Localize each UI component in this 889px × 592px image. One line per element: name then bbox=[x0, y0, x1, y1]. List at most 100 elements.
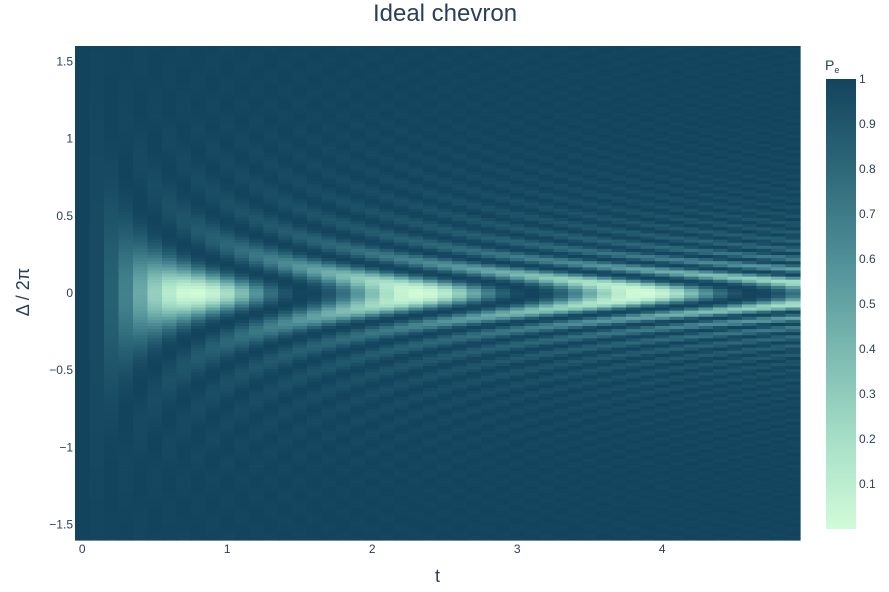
heatmap-cell bbox=[321, 303, 337, 308]
heatmap-cell bbox=[292, 285, 308, 289]
heatmap-cell bbox=[249, 492, 265, 496]
heatmap-cell bbox=[423, 205, 439, 209]
heatmap-cell bbox=[466, 53, 482, 58]
heatmap-cell bbox=[394, 464, 410, 469]
heatmap-cell bbox=[321, 424, 337, 428]
heatmap-cell bbox=[379, 424, 395, 428]
heatmap-cell bbox=[336, 519, 352, 524]
heatmap-cell bbox=[292, 167, 308, 172]
heatmap-cell bbox=[220, 161, 236, 166]
heatmap-cell bbox=[234, 408, 250, 413]
heatmap-cell bbox=[75, 118, 91, 123]
heatmap-cell bbox=[89, 479, 105, 484]
heatmap-cell bbox=[191, 214, 207, 218]
heatmap-cell bbox=[220, 303, 236, 308]
heatmap-cell bbox=[336, 368, 352, 373]
heatmap-cell bbox=[336, 115, 352, 120]
heatmap-cell bbox=[321, 195, 337, 200]
heatmap-cell bbox=[133, 72, 149, 76]
heatmap-cell bbox=[321, 492, 337, 496]
heatmap-cell bbox=[191, 421, 207, 425]
heatmap-cell bbox=[350, 356, 366, 360]
heatmap-cell bbox=[133, 124, 149, 129]
heatmap-cell bbox=[278, 476, 294, 481]
heatmap-cell bbox=[408, 78, 424, 83]
heatmap-cell bbox=[104, 186, 120, 191]
heatmap-cell bbox=[466, 353, 482, 357]
heatmap-cell bbox=[234, 476, 250, 481]
heatmap-cell bbox=[408, 69, 424, 73]
heatmap-cell bbox=[495, 325, 511, 330]
heatmap-cell bbox=[133, 201, 149, 206]
heatmap-cell bbox=[162, 152, 178, 157]
heatmap-cell bbox=[365, 532, 381, 536]
chart-title: Ideal chevron bbox=[373, 0, 517, 27]
heatmap-cell bbox=[379, 235, 395, 240]
heatmap-cell bbox=[147, 177, 163, 181]
heatmap-cell bbox=[423, 380, 439, 385]
heatmap-cell bbox=[307, 81, 323, 86]
heatmap-cell bbox=[162, 56, 178, 61]
heatmap-cell bbox=[278, 347, 294, 351]
heatmap-cell bbox=[176, 223, 192, 228]
heatmap-cell bbox=[205, 464, 221, 469]
heatmap-cell bbox=[510, 127, 526, 132]
heatmap-cell bbox=[147, 59, 163, 64]
heatmap-cell bbox=[191, 109, 207, 113]
heatmap-cell bbox=[75, 93, 91, 98]
heatmap-cell bbox=[423, 442, 439, 447]
heatmap-cell bbox=[437, 377, 453, 382]
heatmap-cell bbox=[510, 53, 526, 58]
heatmap-cell bbox=[394, 115, 410, 120]
heatmap-cell bbox=[510, 455, 526, 459]
heatmap-cell bbox=[379, 362, 395, 367]
heatmap-cell bbox=[350, 214, 366, 218]
heatmap-cell bbox=[104, 498, 120, 503]
heatmap-cell bbox=[162, 115, 178, 120]
heatmap-cell bbox=[176, 343, 192, 348]
heatmap-cell bbox=[205, 279, 221, 283]
heatmap-cell bbox=[278, 78, 294, 83]
heatmap-cell bbox=[307, 53, 323, 58]
heatmap-cell bbox=[408, 201, 424, 206]
heatmap-cell bbox=[321, 399, 337, 404]
heatmap-cell bbox=[89, 476, 105, 481]
heatmap-cell bbox=[437, 473, 453, 478]
heatmap-cell bbox=[307, 78, 323, 83]
heatmap-cell bbox=[205, 418, 221, 422]
heatmap-cell bbox=[89, 279, 105, 283]
heatmap-cell bbox=[191, 78, 207, 83]
heatmap-cell bbox=[278, 279, 294, 283]
heatmap-cell bbox=[495, 309, 511, 314]
heatmap-cell bbox=[408, 127, 424, 132]
heatmap-cell bbox=[75, 362, 91, 367]
heatmap-cell bbox=[510, 479, 526, 484]
heatmap-cell bbox=[292, 276, 308, 280]
heatmap-cell bbox=[104, 418, 120, 422]
heatmap-cell bbox=[133, 155, 149, 160]
heatmap-cell bbox=[307, 458, 323, 462]
heatmap-cell bbox=[365, 137, 381, 141]
heatmap-cell bbox=[408, 223, 424, 228]
heatmap-cell bbox=[263, 427, 279, 431]
heatmap-cell bbox=[394, 448, 410, 453]
heatmap-cell bbox=[176, 455, 192, 459]
heatmap-cell bbox=[423, 112, 439, 117]
heatmap-cell bbox=[249, 467, 265, 472]
heatmap-cell bbox=[249, 362, 265, 367]
heatmap-cell bbox=[162, 371, 178, 376]
heatmap-cell bbox=[220, 430, 236, 435]
heatmap-cell bbox=[75, 516, 91, 521]
heatmap-plot-area[interactable] bbox=[75, 46, 801, 541]
heatmap-cell bbox=[278, 189, 294, 194]
heatmap-cell bbox=[104, 411, 120, 416]
heatmap-cell bbox=[365, 272, 381, 277]
heatmap-cell bbox=[495, 350, 511, 354]
heatmap-cell bbox=[408, 84, 424, 89]
heatmap-cell bbox=[350, 411, 366, 416]
heatmap-cell bbox=[104, 399, 120, 404]
heatmap-cell bbox=[510, 201, 526, 206]
heatmap-cell bbox=[249, 72, 265, 76]
heatmap-cell bbox=[234, 201, 250, 206]
heatmap-cell bbox=[234, 84, 250, 89]
